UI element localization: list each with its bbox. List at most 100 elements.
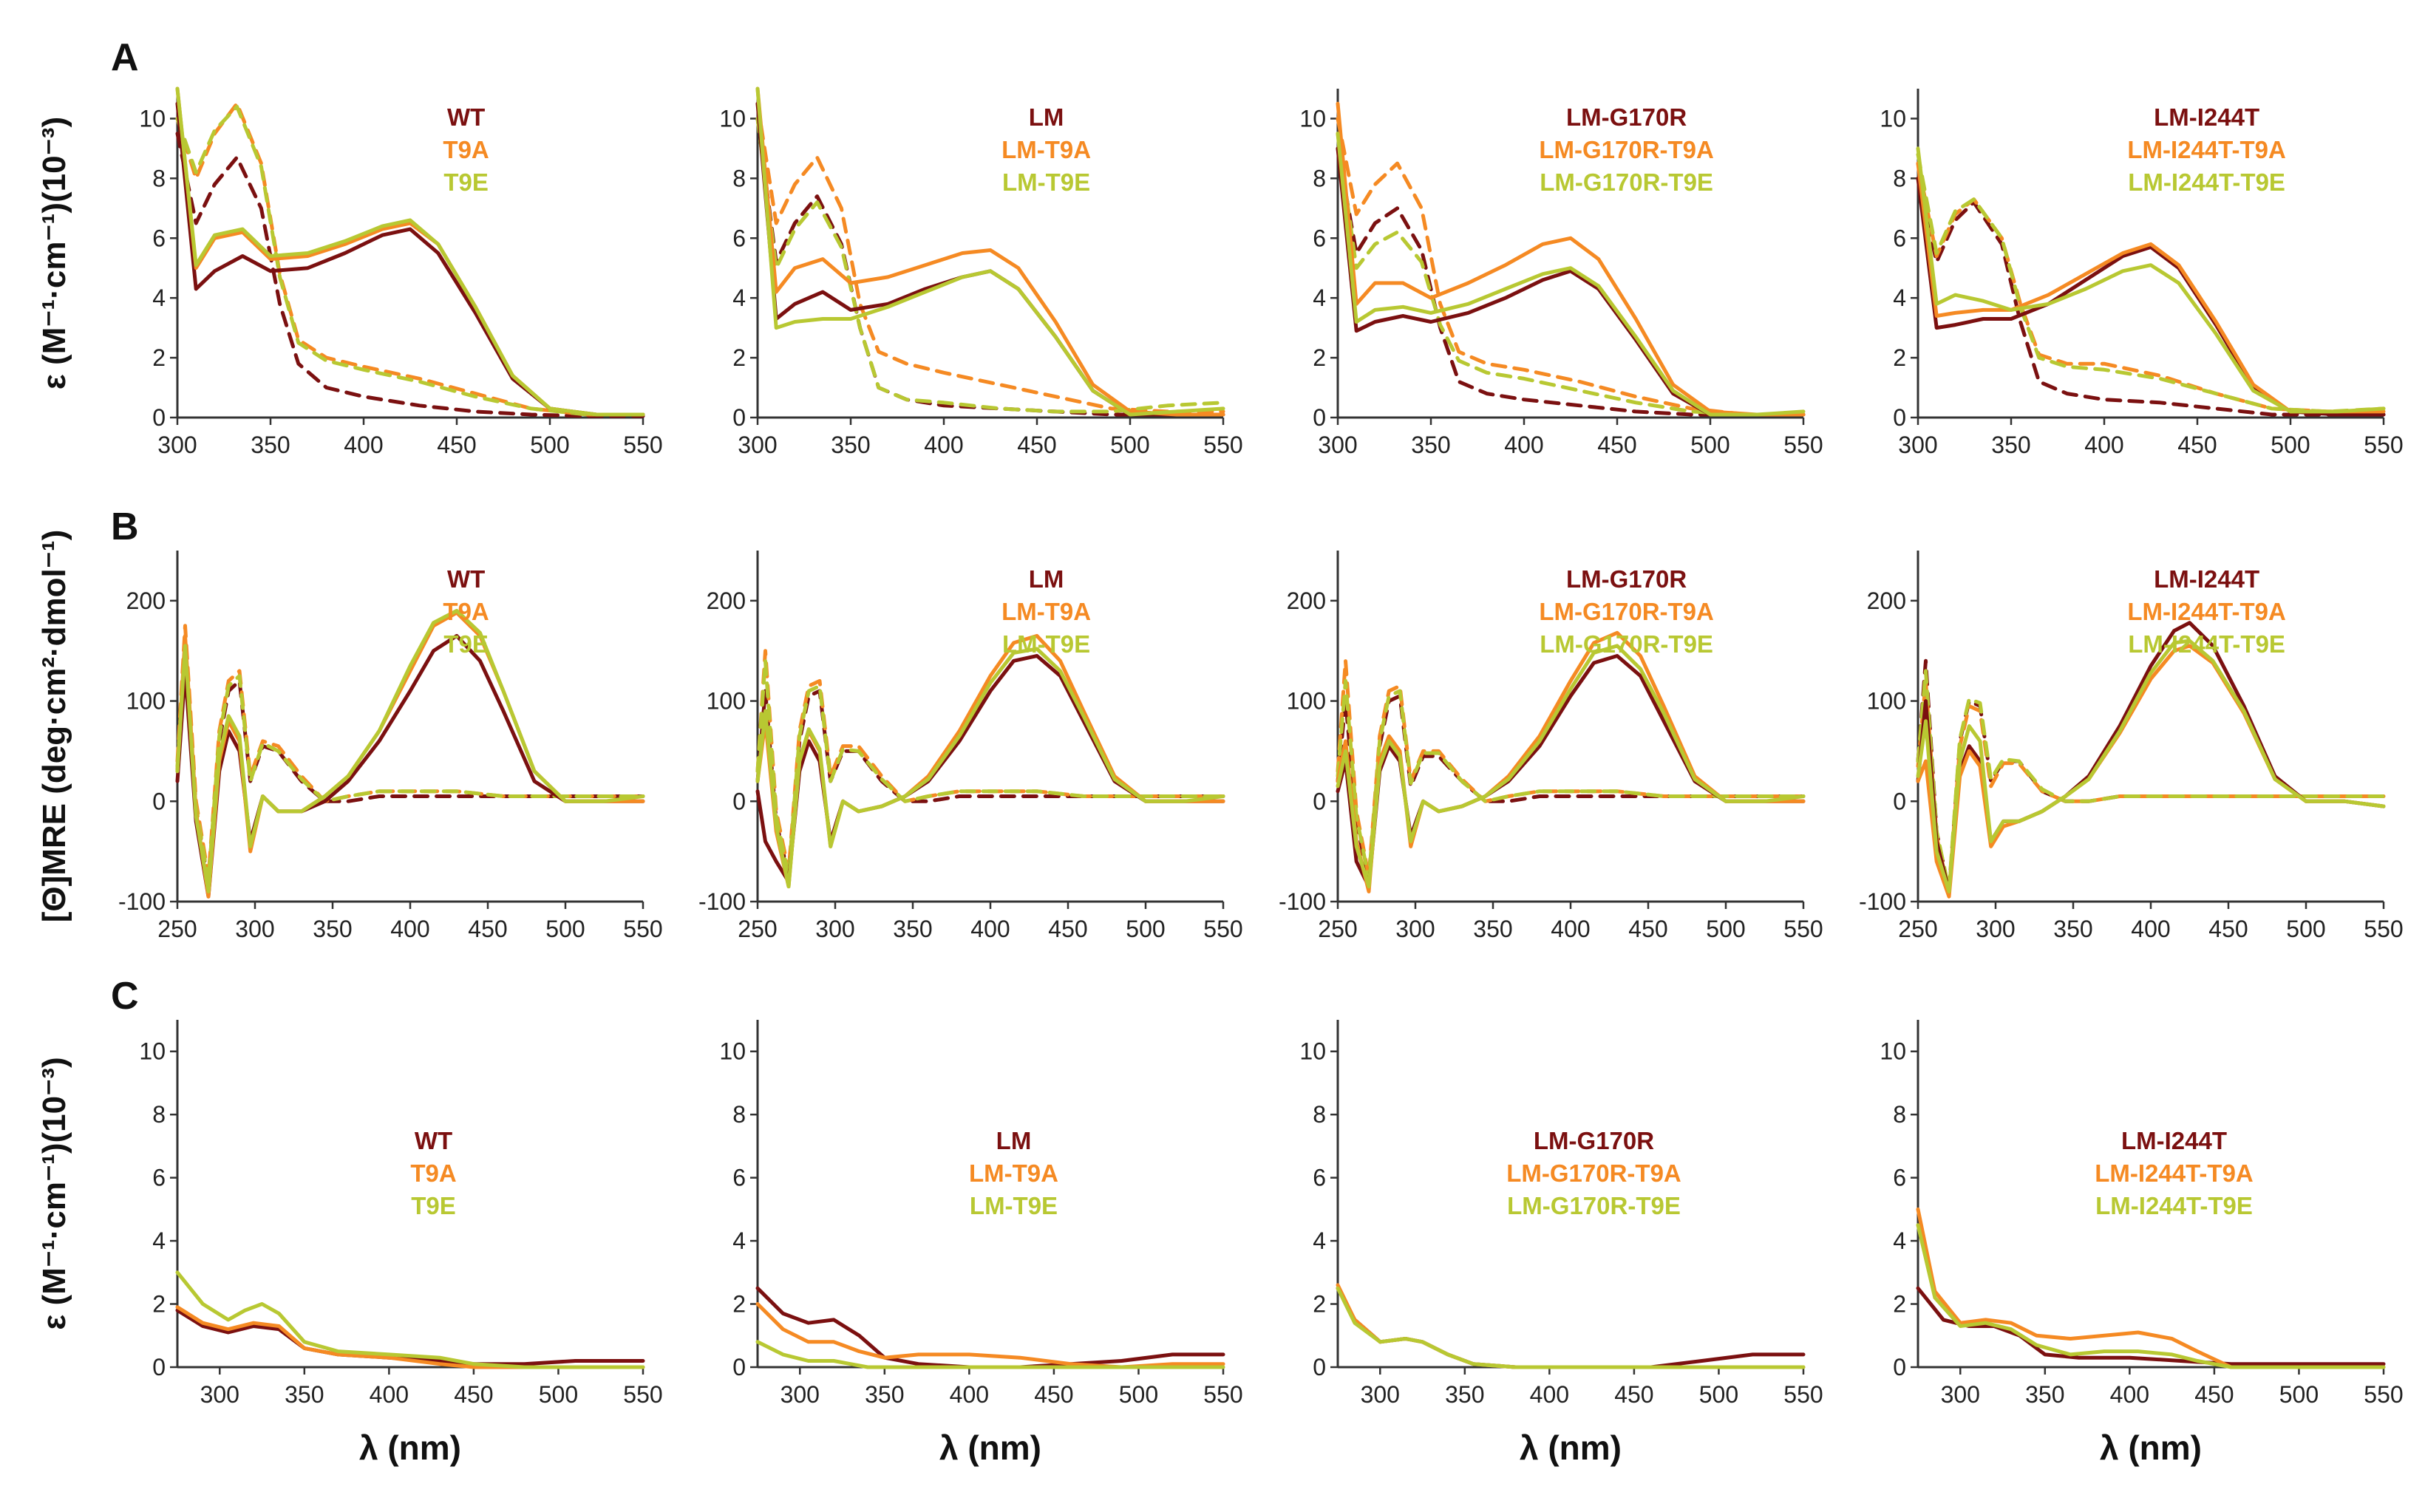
x-tick-label: 550 [623,916,662,942]
series-line-lm-t9e-solid [755,647,1225,889]
y-tick-label: 10 [1299,105,1326,132]
x-tick-label: 400 [2131,916,2170,942]
y-tick-label: -100 [698,888,746,915]
panel-letter-a: A [111,36,139,79]
series-line-lm-t9a-solid [755,86,1225,417]
x-tick-label: 450 [1017,432,1056,458]
legend-entry-lm-i244t-t9e: LM-I244T-T9E [2128,630,2285,658]
y-tick-label: 2 [1893,344,1906,371]
y-tick-label: 0 [1313,788,1326,814]
chart-panel-b4: 250 300 350 400 450 500 550 -100 0 100 200 LM-I244T… [1859,551,2404,942]
panel-letter-c: C [111,975,139,1018]
x-tick-label: 500 [545,916,585,942]
legend-entry-lm-g170r-t9e: LM-G170R-T9E [1540,630,1713,658]
y-tick-label: 2 [1313,1291,1326,1318]
series-line-lm-i244t-t9e-dashed [1916,669,2386,892]
y-tick-label: 8 [1893,1101,1906,1128]
series-line-t9e-dashed [175,638,645,884]
legend-entry-wt: WT [415,1127,452,1154]
x-tick-label: 300 [1898,432,1937,458]
legend-entry-t9e: T9E [443,168,489,196]
series-line-lm-t9e-solid [755,86,1225,417]
y-tick-label: 10 [719,1038,746,1065]
y-tick-label: -100 [118,888,166,915]
series-line-lm-i244t-t9e-solid [1916,1223,2386,1369]
x-tick-label: 550 [623,1381,662,1408]
x-tick-label: 300 [157,432,197,458]
x-tick-label: 250 [738,916,777,942]
x-tick-label: 250 [1318,916,1357,942]
series-line-lm-i244t-t9a-solid [1916,1207,2386,1369]
chart-panel-b2: 250 300 350 400 450 500 550 -100 0 100 200 LM LM-T9A… [698,551,1243,942]
x-tick-label: 450 [1034,1381,1073,1408]
legend-entry-lm-g170r: LM-G170R [1566,103,1687,131]
x-tick-label: 450 [1614,1381,1653,1408]
y-tick-label: 6 [1893,1165,1906,1191]
y-tick-label: 100 [707,688,746,715]
legend-entry-lm-i244t: LM-I244T [2121,1127,2227,1154]
series-line-lm-dashed [755,689,1225,879]
x-tick-label: 450 [2194,1381,2234,1408]
series-line-wt-solid [175,101,645,417]
x-tick-label: 500 [1119,1381,1158,1408]
series-line-lm-t9e-solid [755,1340,1225,1369]
chart-panel-c4: 300 350 400 450 500 550 0 2 4 6 8 10 λ (nm) LM-I244T L… [1880,1020,2404,1467]
series-line-lm-g170r-t9e-solid [1336,1286,1806,1369]
x-tick-label: 250 [157,916,197,942]
x-tick-label: 500 [1706,916,1745,942]
legend-entry-lm-i244t-t9a: LM-I244T-T9A [2095,1159,2254,1187]
x-axis-label: λ (nm) [1520,1428,1622,1467]
legend-entry-lm-i244t: LM-I244T [2154,103,2259,131]
x-tick-label: 400 [970,916,1010,942]
y-tick-label: 6 [732,1165,746,1191]
y-tick-label: 100 [1287,688,1326,715]
chart-panel-c1: 300 350 400 450 500 550 0 2 4 6 8 10 λ (nm) WT T9A T9E [139,1020,663,1467]
y-tick-label: 6 [152,1165,166,1191]
legend-entry-lm-t9e: LM-T9E [1002,630,1090,658]
chart-panel-a4: 300 350 400 450 500 550 0 2 4 6 8 10 LM-I244T LM-I244… [1880,89,2404,458]
x-tick-label: 550 [1203,432,1242,458]
x-tick-label: 350 [1445,1381,1484,1408]
y-tick-label: 8 [152,165,166,191]
y-tick-label: 100 [126,688,166,715]
legend-entry-lm: LM [996,1127,1032,1154]
x-tick-label: 300 [200,1381,239,1408]
y-tick-label: 0 [732,1354,746,1380]
y-tick-label: 4 [732,1227,746,1254]
y-tick-label: 2 [1313,344,1326,371]
y-tick-label: 4 [152,285,166,311]
series-line-lm-g170r-t9a-solid [1336,101,1806,417]
series-line-lm-g170r-dashed [1336,146,1806,417]
x-tick-label: 400 [2084,432,2123,458]
x-tick-label: 450 [437,432,476,458]
chart-panel-c3: 300 350 400 450 500 550 0 2 4 6 8 10 λ (nm) LM-G170R L… [1299,1020,1823,1467]
x-tick-label: 400 [1530,1381,1569,1408]
legend-entry-lm-i244t-t9e: LM-I244T-T9E [2095,1192,2253,1219]
x-tick-label: 350 [1411,432,1450,458]
y-axis-label-row-a: ε (M⁻¹·cm⁻¹)(10⁻³) [36,117,72,389]
y-axis-labels: ε (M⁻¹·cm⁻¹)(10⁻³) [Θ]MRE (deg·cm²·dmol⁻¹… [36,117,72,1330]
legend-entry-lm-t9a: LM-T9A [1001,136,1091,163]
x-axis-label: λ (nm) [359,1428,461,1467]
y-tick-label: 8 [152,1101,166,1128]
x-tick-label: 350 [2053,916,2092,942]
y-tick-label: 8 [732,165,746,191]
series-line-lm-g170r-t9e-dashed [1336,132,1806,417]
x-tick-label: 500 [2271,432,2310,458]
legend-entry-lm-i244t: LM-I244T [2154,565,2259,593]
x-tick-label: 550 [1203,916,1242,942]
y-tick-label: 8 [1313,1101,1326,1128]
y-tick-label: 0 [152,1354,166,1380]
series-line-lm-i244t-t9e-solid [1916,638,2386,893]
x-tick-label: 550 [1783,432,1823,458]
series-line-t9e-solid [175,608,645,893]
y-tick-label: 0 [1313,1354,1326,1380]
x-tick-label: 550 [1203,1381,1242,1408]
y-tick-label: 0 [732,788,746,814]
chart-panel-c2: 300 350 400 450 500 550 0 2 4 6 8 10 λ (nm) LM LM-T9A L… [719,1020,1243,1467]
legend-entry-t9a: T9A [443,598,489,625]
x-tick-label: 500 [2286,916,2325,942]
y-axis-label-row-c: ε (M⁻¹·cm⁻¹)(10⁻³) [36,1057,72,1329]
x-tick-label: 550 [1783,916,1823,942]
chart-panel-a2: 300 350 400 450 500 550 0 2 4 6 8 10 LM LM-T9A LM-T9E [719,86,1243,458]
